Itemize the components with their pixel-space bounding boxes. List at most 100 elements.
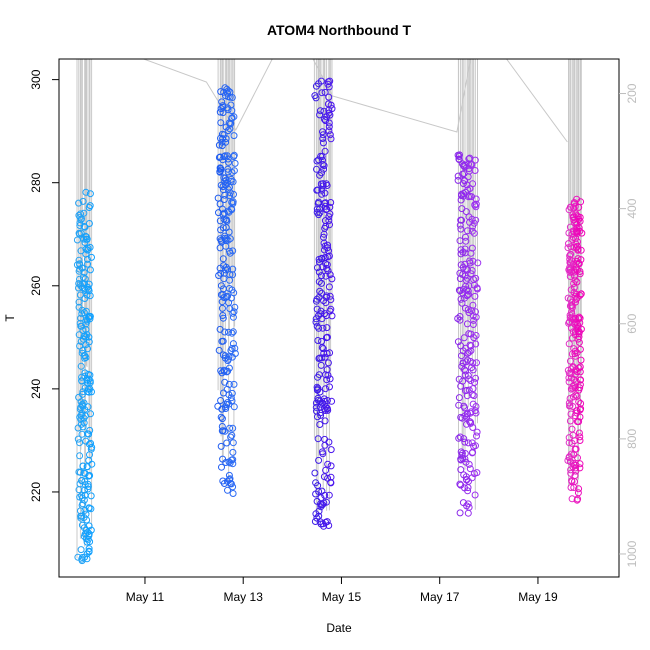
x-axis: May 11 May 13 May 15 May 17 May 19 [126,577,558,604]
data-point [461,371,469,379]
chart-title: ATOM4 Northbound T [267,22,412,38]
data-point [80,419,88,427]
data-point [455,434,463,442]
data-point [469,301,477,309]
data-point [230,403,238,411]
data-point [576,413,584,421]
data-point [77,546,85,554]
profile-connector-line [142,59,568,143]
data-point [219,109,227,117]
data-point [87,492,95,500]
data-point [325,123,333,131]
data-point [464,487,472,495]
data-point [86,292,94,300]
data-point [77,229,85,237]
data-point [576,345,584,353]
data-point [224,127,232,135]
data-point [80,269,88,276]
data-point [574,245,582,253]
data-point [464,484,472,492]
data-point [461,438,469,446]
data-point [229,178,237,186]
data-point [231,303,239,311]
data-point [472,442,479,450]
data-point [316,388,324,396]
data-point [325,217,333,225]
data-point [79,500,87,508]
data-point [463,409,471,417]
data-point [455,155,463,163]
data-point [221,328,229,336]
data-point [467,342,475,350]
data-point [84,260,92,268]
data-point [321,254,329,261]
data-point [568,425,576,433]
data-point [568,235,576,243]
data-point [85,545,93,553]
data-point [327,135,335,143]
data-point [569,403,577,410]
data-point [86,472,94,479]
data-point [229,271,237,279]
data-point [86,190,94,198]
data-point [227,101,235,109]
data-point [323,518,331,526]
data-point [314,384,322,392]
data-point [314,186,322,194]
data-point [327,462,335,470]
data-point [226,424,234,432]
data-point [574,242,581,250]
data-point [462,358,470,366]
data-point [79,423,87,431]
points-group-5 [564,195,586,504]
data-point [468,161,476,168]
data-point [327,479,335,487]
data-point [457,250,465,258]
y-tick-label: 220 [29,482,43,502]
data-point [217,119,225,127]
data-point [316,287,324,295]
data-point [85,430,93,438]
data-point [228,169,236,176]
data-point [231,350,239,357]
data-point [230,380,238,388]
data-point [83,235,91,243]
data-point [229,483,237,491]
data-point [222,263,230,271]
data-point [320,165,328,173]
data-point [461,177,469,185]
data-point [326,111,334,119]
x-tick-label: May 15 [322,590,362,604]
data-point [314,337,322,344]
data-point [81,223,89,231]
data-point [459,377,467,385]
data-point [322,466,330,474]
data-point [322,117,329,125]
data-point [468,244,476,252]
data-point [84,528,92,536]
right-tick-label: 1000 [625,540,639,567]
data-point [312,318,320,326]
data-point [463,292,471,300]
data-point [575,259,583,267]
data-point [577,400,585,407]
data-point [316,354,324,362]
data-point [323,376,331,384]
data-point [78,306,86,314]
data-point [229,313,237,321]
data-point [222,242,230,250]
data-point [572,295,580,303]
data-point [465,375,473,383]
data-point [321,417,329,425]
data-point [576,213,584,221]
data-point [221,191,229,199]
y-tick-label: 260 [29,275,43,295]
data-point [219,314,227,322]
data-point [322,222,330,230]
data-point [222,235,230,243]
data-point [317,361,325,369]
data-point [465,160,472,168]
data-point [326,131,334,139]
data-point [86,538,94,546]
